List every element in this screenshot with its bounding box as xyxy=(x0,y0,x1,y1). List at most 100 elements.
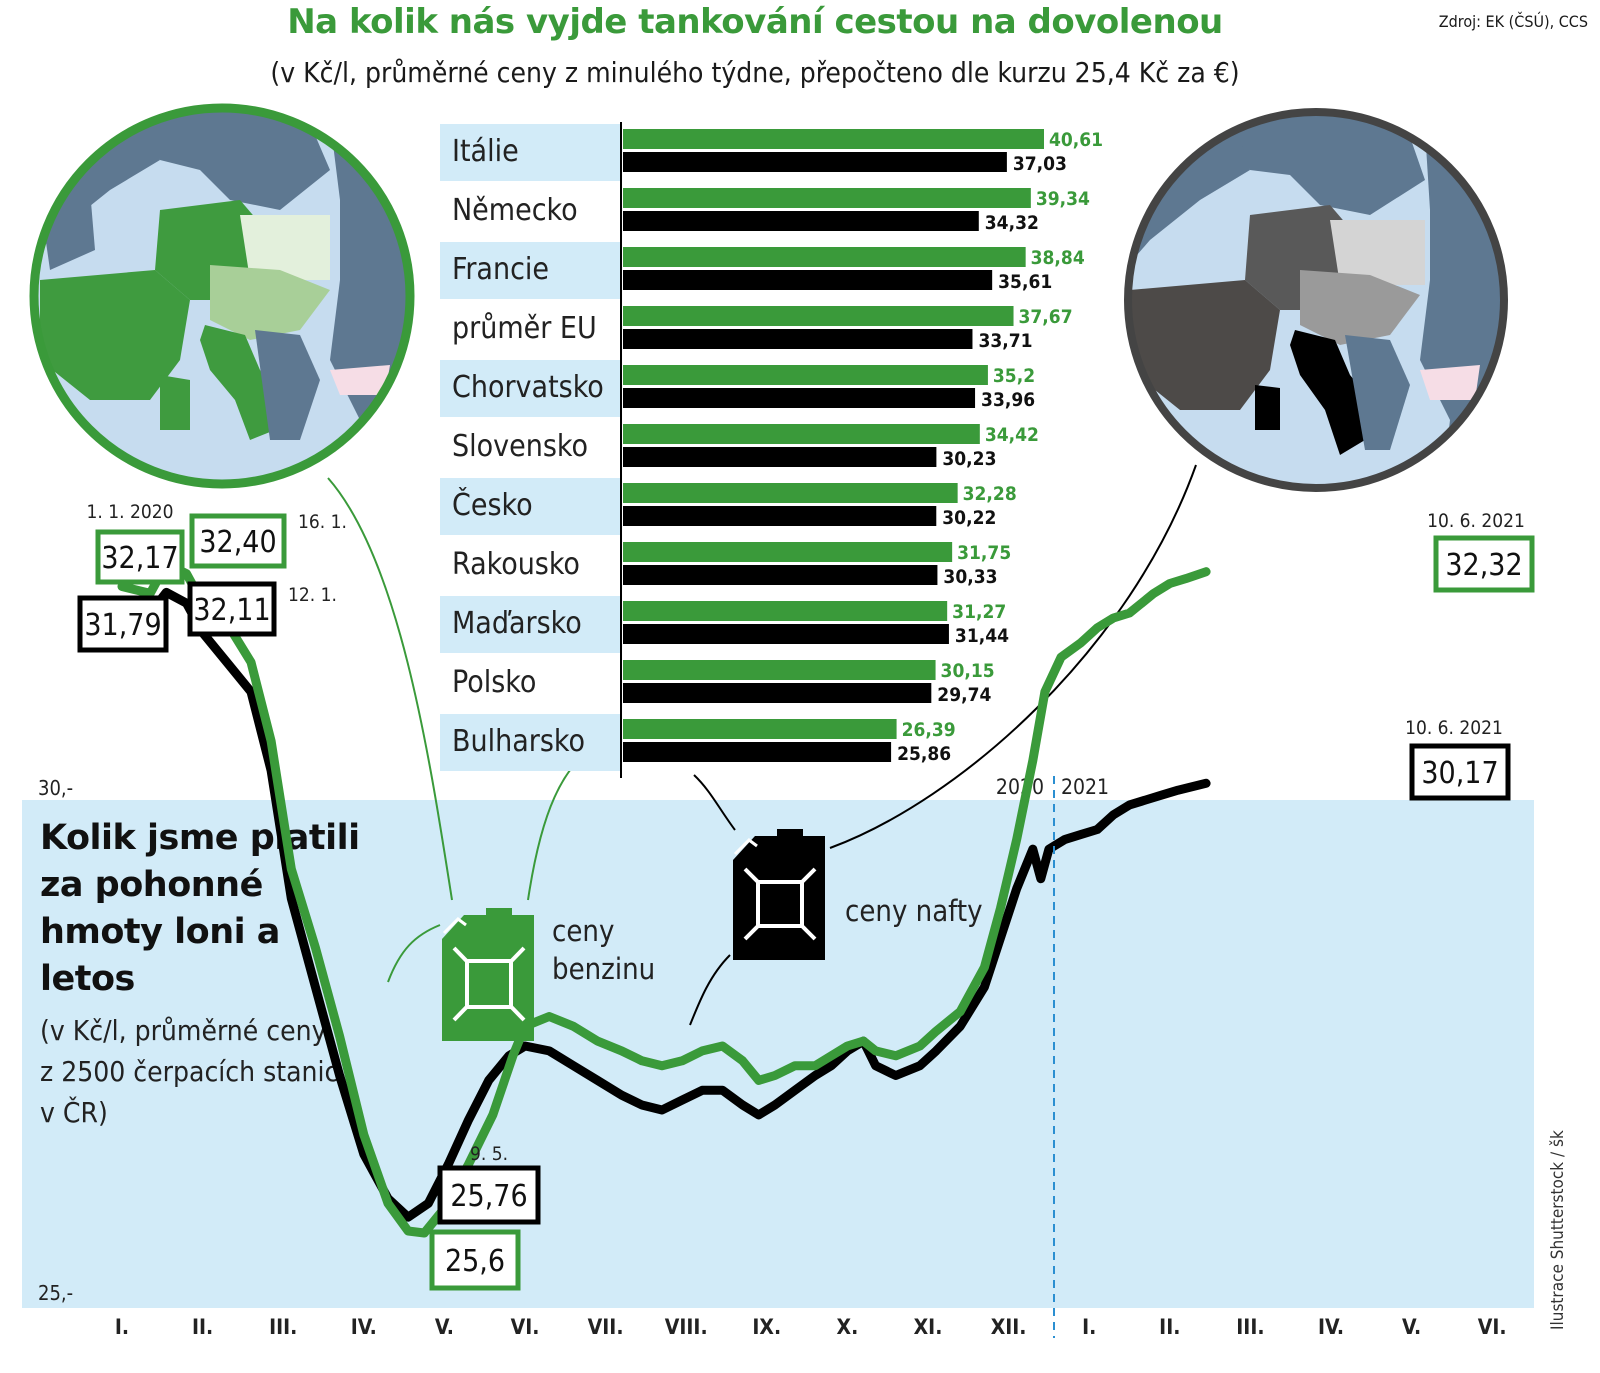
bar-row-bg xyxy=(440,478,620,535)
bar-diesel-value: 25,86 xyxy=(897,743,951,765)
bar-diesel xyxy=(623,565,938,585)
bar-diesel-value: 30,33 xyxy=(943,566,997,588)
bar-petrol xyxy=(623,129,1044,149)
y-tick-label: 30,- xyxy=(38,776,73,800)
bar-diesel xyxy=(623,329,973,349)
bar-diesel-value: 34,32 xyxy=(985,212,1039,234)
line-chart: I. II. III. IV. V. VI. VII. VIII. IX. X. XI. XII. I.… xyxy=(38,501,1535,1339)
callout-value: 31,79 xyxy=(84,608,161,643)
x-tick-label: I. xyxy=(1082,1315,1096,1339)
callout-box xyxy=(189,513,287,569)
bar-category-label: Rakousko xyxy=(452,547,580,582)
bar-diesel xyxy=(623,624,949,644)
callout-box xyxy=(429,1229,521,1291)
x-tick-label: III. xyxy=(269,1315,297,1339)
callout-box xyxy=(187,581,277,637)
bar-row-bg xyxy=(440,360,620,417)
bar-category-label: Česko xyxy=(452,486,533,523)
bar-petrol xyxy=(623,660,936,680)
bar-category-label: Německo xyxy=(452,193,578,228)
callout-value: 25,76 xyxy=(450,1179,527,1214)
x-tick-label: VI. xyxy=(1478,1315,1507,1339)
x-tick-label: X. xyxy=(837,1315,859,1339)
bar-category-label: Francie xyxy=(452,252,549,287)
x-tick-label: VI. xyxy=(511,1315,540,1339)
connector-diesel-2 xyxy=(693,774,736,831)
bar-petrol-value: 35,2 xyxy=(993,365,1035,387)
bar-category-label: Slovensko xyxy=(452,429,588,464)
bar-diesel-value: 33,96 xyxy=(981,389,1035,411)
x-tick-label: VIII. xyxy=(665,1315,708,1339)
x-tick-label: V. xyxy=(1402,1315,1421,1339)
legend-diesel-label: ceny nafty xyxy=(845,894,983,928)
callout-date: 16. 1. xyxy=(298,511,347,533)
bar-petrol xyxy=(623,601,948,621)
callout-value: 32,32 xyxy=(1445,548,1522,583)
callout-box xyxy=(95,529,185,585)
bar-petrol xyxy=(623,365,988,385)
line-chart-subtitle: (v Kč/l, průměrné ceny z 2500 čerpacích … xyxy=(40,1014,339,1129)
fuel-canister-icon xyxy=(733,829,825,960)
bar-diesel xyxy=(623,683,932,703)
connector-petrol-1 xyxy=(327,477,453,901)
x-tick-label: XI. xyxy=(914,1315,943,1339)
map-right xyxy=(1124,108,1508,492)
callout-date: 10. 6. 2021 xyxy=(1427,510,1525,532)
bar-diesel-value: 31,44 xyxy=(955,625,1009,647)
bar-petrol-value: 40,61 xyxy=(1049,129,1103,151)
bar-category-label: Maďarsko xyxy=(452,606,582,641)
connector-diesel-3 xyxy=(689,954,731,1026)
x-tick-label: IV. xyxy=(1318,1315,1344,1339)
bar-category-label: Chorvatsko xyxy=(452,370,604,405)
x-tick-label: IX. xyxy=(752,1315,781,1339)
bar-diesel-value: 29,74 xyxy=(937,684,991,706)
bar-diesel xyxy=(623,742,892,762)
x-tick-label: II. xyxy=(192,1315,213,1339)
bar-category-label: Itálie xyxy=(452,134,519,169)
bar-petrol xyxy=(623,247,1026,267)
bar-petrol-value: 39,34 xyxy=(1036,188,1090,210)
bar-petrol xyxy=(623,719,897,739)
callout-value: 32,11 xyxy=(193,593,270,628)
fuel-canister-icon xyxy=(442,908,534,1041)
bar-diesel xyxy=(623,388,976,408)
source-note: Zdroj: EK (ČSÚ), CCS xyxy=(1438,12,1588,31)
callout-date: 1. 1. 2020 xyxy=(87,501,174,523)
bar-petrol-value: 31,27 xyxy=(952,601,1006,623)
y-tick-label: 25,- xyxy=(38,1281,73,1305)
bar-category-label: Polsko xyxy=(452,665,536,700)
connector-petrol-3 xyxy=(387,924,441,983)
map-left xyxy=(29,103,415,489)
callout-value: 32,40 xyxy=(199,525,276,560)
bar-diesel xyxy=(623,506,937,526)
bar-petrol-value: 31,75 xyxy=(957,542,1011,564)
bar-petrol xyxy=(623,483,958,503)
callout-date: 10. 6. 2021 xyxy=(1405,717,1503,739)
year-label: 2021 xyxy=(1061,775,1109,799)
x-tick-label: IV. xyxy=(351,1315,377,1339)
bar-diesel xyxy=(623,270,993,290)
bar-category-label: průměr EU xyxy=(452,311,597,346)
bar-diesel-value: 30,23 xyxy=(942,448,996,470)
bar-petrol-value: 37,67 xyxy=(1019,306,1073,328)
callout-box xyxy=(77,595,169,653)
x-tick-label: I. xyxy=(115,1315,129,1339)
bar-row-bg xyxy=(440,714,620,771)
legend-petrol-label: ceny benzinu xyxy=(552,914,656,986)
bar-petrol-value: 32,28 xyxy=(963,483,1017,505)
callout-date: 12. 1. xyxy=(288,584,337,606)
page-title: Na kolik nás vyjde tankování cestou na d… xyxy=(287,2,1223,42)
callout-box xyxy=(1433,535,1535,593)
callout-value: 25,6 xyxy=(445,1244,505,1279)
bar-petrol xyxy=(623,188,1031,208)
bar-petrol-value: 34,42 xyxy=(985,424,1039,446)
bar-row-bg xyxy=(440,242,620,299)
bar-diesel xyxy=(623,211,979,231)
bar-diesel xyxy=(623,152,1007,172)
callout-box xyxy=(437,1165,541,1225)
bar-diesel-value: 35,61 xyxy=(998,271,1052,293)
x-tick-label: XII. xyxy=(991,1315,1027,1339)
bar-petrol xyxy=(623,542,953,562)
